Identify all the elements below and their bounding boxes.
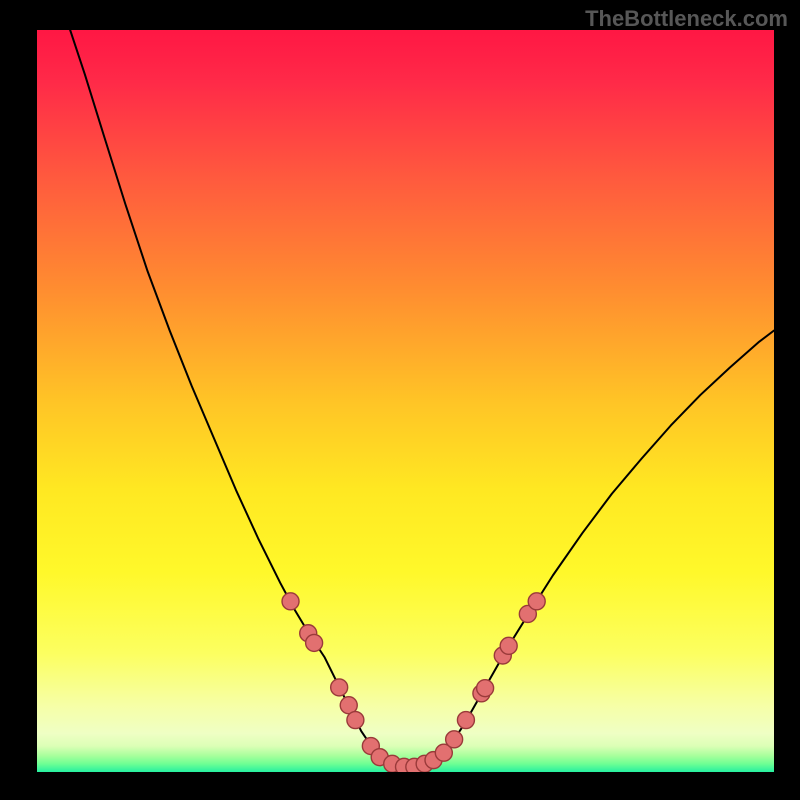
data-point [457,712,474,729]
data-point [306,634,323,651]
gradient-background [37,30,774,772]
data-point [331,679,348,696]
data-point [477,680,494,697]
data-point [347,712,364,729]
data-point [500,637,517,654]
watermark-label: TheBottleneck.com [585,6,788,32]
plot-area [37,30,774,772]
data-point [446,731,463,748]
chart-svg [37,30,774,772]
data-point [282,593,299,610]
data-point [528,593,545,610]
figure-root: TheBottleneck.com [0,0,800,800]
